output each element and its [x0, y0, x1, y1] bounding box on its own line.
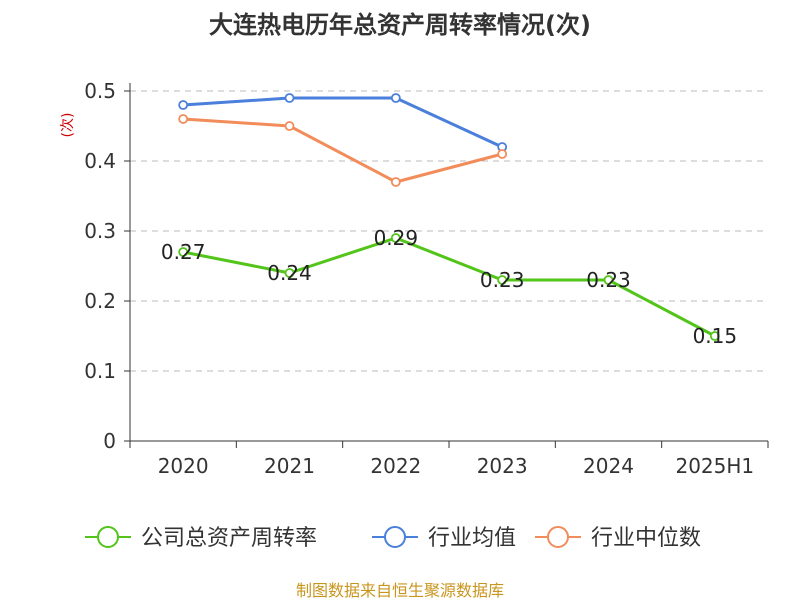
series-line — [182, 236, 716, 338]
data-point — [497, 149, 508, 159]
x-tick-label: 2021 — [264, 454, 315, 478]
data-point — [178, 247, 189, 257]
data-point — [709, 331, 720, 341]
data-point — [284, 93, 295, 103]
series-line — [183, 96, 503, 149]
series-line — [183, 117, 503, 184]
data-point — [390, 93, 401, 103]
data-label: 0.24 — [267, 261, 312, 285]
y-tick-label: 0 — [103, 429, 116, 453]
data-label: 0.29 — [374, 226, 419, 250]
series — [178, 93, 720, 341]
data-label: 0.27 — [161, 240, 206, 264]
data-point — [497, 275, 508, 285]
y-axis-label: (次) — [60, 113, 76, 138]
y-tick-label: 0.3 — [84, 219, 116, 243]
x-tick-label: 2022 — [370, 454, 421, 478]
data-point — [178, 114, 189, 124]
data-point — [284, 268, 295, 278]
legend-swatch-marker — [97, 526, 119, 548]
data-label: 0.15 — [693, 324, 738, 348]
source-note: 制图数据来自恒生聚源数据库 — [296, 581, 504, 600]
y-tick-label: 0.5 — [84, 79, 116, 103]
data-labels: 0.27 0.24 0.29 0.23 0.23 0.15 — [161, 226, 737, 348]
data-point — [390, 233, 401, 243]
x-tick-label: 2025H1 — [675, 454, 754, 478]
x-tick-label: 2024 — [583, 454, 634, 478]
data-point — [390, 177, 401, 187]
legend-swatch-marker — [384, 526, 406, 548]
data-point — [178, 100, 189, 110]
data-label: 0.23 — [586, 268, 631, 292]
legend-swatch-marker — [547, 526, 569, 548]
chart-title: 大连热电历年总资产周转率情况(次) — [209, 11, 591, 39]
data-point — [284, 121, 295, 131]
legend-label: 行业中位数 — [591, 526, 701, 551]
y-tick-label: 0.1 — [84, 359, 116, 383]
legend-label: 行业均值 — [428, 526, 516, 551]
grid — [130, 90, 768, 372]
legend-label: 公司总资产周转率 — [141, 526, 317, 551]
y-tick-label: 0.4 — [84, 149, 116, 173]
legend: 公司总资产周转率 行业均值 行业中位数 — [85, 526, 701, 551]
data-label: 0.23 — [480, 268, 525, 292]
y-tick-label: 0.2 — [84, 289, 116, 313]
x-tick-label: 2023 — [477, 454, 528, 478]
axes: 0 0.1 0.2 0.3 0.4 0.5 2020 2021 2022 2023 2024 2025… — [84, 79, 769, 478]
x-tick-label: 2020 — [158, 454, 209, 478]
data-point — [603, 275, 614, 285]
